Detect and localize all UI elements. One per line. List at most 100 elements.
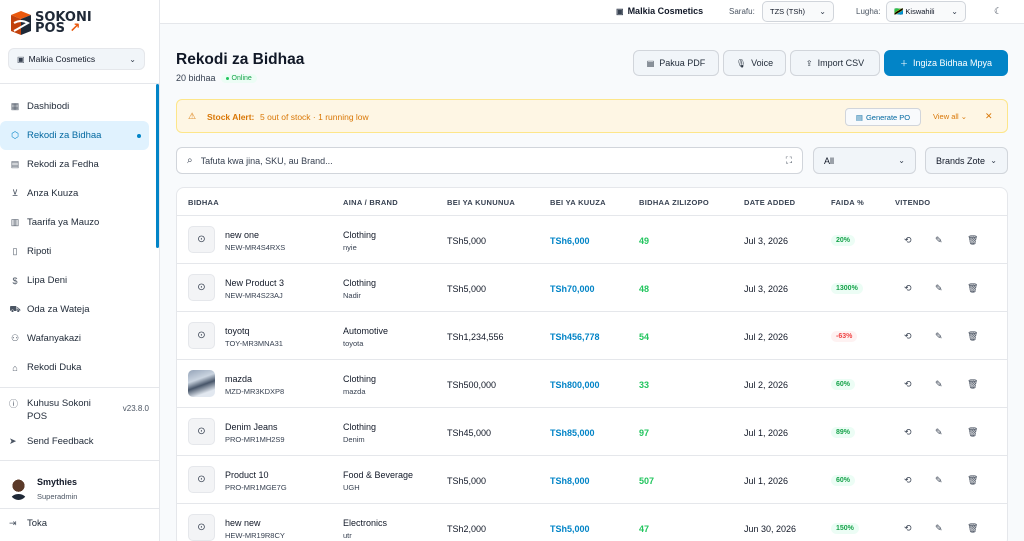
language-select[interactable]: 🇹🇿 Kiswahili ⌄	[886, 1, 966, 22]
trash-icon[interactable]: 🗑	[967, 523, 979, 533]
history-icon[interactable]: ⟲	[904, 331, 912, 341]
sidebar-item-sales-report[interactable]: ▥ Taarifa ya Mauzo	[0, 208, 160, 237]
table-row[interactable]: ⊙ toyotq TOY-MR3MNA31 Automotive toyota TSh1,…	[177, 312, 1007, 360]
sidebar-item-products[interactable]: ⬡ Rekodi za Bidhaa	[0, 121, 149, 150]
column-header-date-added[interactable]: DATE ADDED	[744, 198, 796, 207]
user-profile[interactable]: Smythies Superadmin	[9, 477, 77, 501]
sidebar-item-dashboard[interactable]: ▦ Dashibodi	[0, 92, 160, 121]
column-header-stock[interactable]: BIDHAA ZILIZOPO	[639, 198, 710, 207]
sidebar-item-employees[interactable]: ⚇ Wafanyakazi	[0, 324, 160, 353]
sidebar-divider	[0, 387, 160, 388]
edit-pencil-icon[interactable]: ✎	[935, 379, 943, 389]
theme-toggle-moon-icon[interactable]: ☾	[994, 6, 1003, 16]
camera-icon[interactable]: ⊙	[188, 274, 215, 301]
date-added: Jul 3, 2026	[744, 236, 789, 246]
online-dot-icon	[225, 76, 229, 80]
edit-pencil-icon[interactable]: ✎	[935, 427, 943, 437]
sell-price: TSh456,778	[550, 332, 600, 342]
sidebar-item-label: Taarifa ya Mauzo	[27, 217, 100, 228]
sidebar-item-customer-orders[interactable]: ⛟ Oda za Wateja	[0, 295, 160, 324]
column-header-category-brand[interactable]: AINA / BRAND	[343, 198, 398, 207]
profit-badge: 150%	[831, 523, 859, 534]
trash-icon[interactable]: 🗑	[967, 283, 979, 293]
table-row[interactable]: ⊙ hew new HEW-MR19R8CY Electronics utr TSh2,0…	[177, 504, 1007, 541]
sidebar-item-reports[interactable]: ▯ Ripoti	[0, 237, 160, 266]
column-header-product[interactable]: BIDHAA	[188, 198, 219, 207]
column-header-buy-price[interactable]: BEI YA KUNUNUA	[447, 198, 516, 207]
profit-badge: 60%	[831, 379, 856, 390]
buy-price: TSh1,234,556	[447, 332, 504, 342]
logo-mark-icon	[11, 11, 31, 35]
users-icon: ⚇	[10, 333, 20, 343]
table-row[interactable]: ⊙ new one NEW-MR4S4RXS Clothing nyie TSh5,000…	[177, 216, 1007, 264]
table-row[interactable]: ⊙ Product 10 PRO-MR1MGE7G Food & Beverage UG…	[177, 456, 1007, 504]
edit-pencil-icon[interactable]: ✎	[935, 235, 943, 245]
sidebar-item-about[interactable]: ⓘ Kuhusu Sokoni POS v23.8.0	[9, 397, 149, 423]
sidebar-scrollbar[interactable]	[156, 84, 159, 248]
camera-icon[interactable]: ⊙	[188, 514, 215, 541]
edit-pencil-icon[interactable]: ✎	[935, 475, 943, 485]
sell-price: TSh5,000	[550, 524, 590, 534]
edit-pencil-icon[interactable]: ✎	[935, 331, 943, 341]
stock-alert-message: 5 out of stock · 1 running low	[260, 112, 369, 122]
barcode-scan-icon[interactable]: ⛶	[785, 155, 792, 165]
store-select[interactable]: ▣ Malkia Cosmetics ⌄	[8, 48, 145, 70]
currency-select[interactable]: TZS (TSh) ⌄	[762, 1, 834, 22]
store-icon: ▣	[17, 54, 25, 64]
brand-filter-select[interactable]: Brands Zote ⌄	[925, 147, 1008, 174]
camera-icon[interactable]: ⊙	[188, 226, 215, 253]
import-csv-button[interactable]: ⇪ Import CSV	[790, 50, 880, 76]
add-product-button[interactable]: ＋ Ingiza Bidhaa Mpya	[884, 50, 1008, 76]
camera-icon[interactable]: ⊙	[188, 322, 215, 349]
sidebar-item-label: Rekodi za Bidhaa	[27, 130, 102, 141]
table-row[interactable]: mazda MZD-MR3KDXP8 Clothing mazda TSh500,000…	[177, 360, 1007, 408]
store-icon: ⌂	[12, 362, 18, 373]
history-icon[interactable]: ⟲	[904, 235, 912, 245]
edit-pencil-icon[interactable]: ✎	[935, 523, 943, 533]
camera-icon[interactable]: ⊙	[188, 418, 215, 445]
close-icon[interactable]: ✕	[985, 111, 993, 121]
category-filter-select[interactable]: All ⌄	[813, 147, 916, 174]
dollar-icon: $	[12, 275, 18, 286]
product-sku: TOY-MR3MNA31	[225, 339, 283, 348]
history-icon[interactable]: ⟲	[904, 475, 912, 485]
sidebar-item-store-records[interactable]: ⌂ Rekodi Duka	[0, 353, 160, 382]
sidebar-item-start-selling[interactable]: ⊻ Anza Kuuza	[0, 179, 160, 208]
trash-icon[interactable]: 🗑	[967, 475, 979, 485]
buy-price: TSh500,000	[447, 380, 497, 390]
generate-po-button[interactable]: ▤ Generate PO	[845, 108, 921, 126]
grid-icon: ▦	[10, 101, 20, 111]
voice-button[interactable]: 🎙 Voice	[723, 50, 786, 76]
product-category: Clothing	[343, 374, 377, 384]
camera-icon[interactable]: ⊙	[188, 466, 215, 493]
history-icon[interactable]: ⟲	[904, 379, 912, 389]
sidebar-item-finance[interactable]: ▤ Rekodi za Fedha	[0, 150, 160, 179]
date-added: Jul 1, 2026	[744, 476, 789, 486]
trash-icon[interactable]: 🗑	[967, 331, 979, 341]
column-header-sell-price[interactable]: BEI YA KUUZA	[550, 198, 606, 207]
profit-badge: 89%	[831, 427, 856, 438]
logout-button[interactable]: ⇥ Toka	[9, 518, 47, 529]
history-icon[interactable]: ⟲	[904, 427, 912, 437]
history-icon[interactable]: ⟲	[904, 283, 912, 293]
language-select-value: 🇹🇿 Kiswahili	[894, 7, 935, 16]
history-icon[interactable]: ⟲	[904, 523, 912, 533]
table-row[interactable]: ⊙ New Product 3 NEW-MR4S23AJ Clothing Nadir T…	[177, 264, 1007, 312]
logo-name-top-text: SOKONI	[35, 10, 92, 25]
chevron-down-icon: ⌄	[819, 7, 826, 16]
edit-pencil-icon[interactable]: ✎	[935, 283, 943, 293]
sell-price: TSh85,000	[550, 428, 595, 438]
search-input[interactable]	[200, 155, 786, 166]
trash-icon[interactable]: 🗑	[967, 427, 979, 437]
column-header-profit[interactable]: FAIDA %	[831, 198, 865, 207]
trash-icon[interactable]: 🗑	[967, 379, 979, 389]
sidebar-item-feedback[interactable]: ➤ Send Feedback	[9, 436, 94, 447]
product-image[interactable]	[188, 370, 215, 397]
table-row[interactable]: ⊙ Denim Jeans PRO-MR1MH2S9 Clothing Denim TSh…	[177, 408, 1007, 456]
sidebar-item-pay-debt[interactable]: $ Lipa Deni	[0, 266, 160, 295]
sokoni-logo[interactable]: SOKONI POS ↗	[8, 9, 92, 37]
trash-icon[interactable]: 🗑	[967, 235, 979, 245]
download-pdf-button[interactable]: ▤ Pakua PDF	[633, 50, 719, 76]
view-all-link[interactable]: View all ⌄	[933, 112, 968, 121]
clipboard-icon: ▤	[855, 112, 863, 122]
